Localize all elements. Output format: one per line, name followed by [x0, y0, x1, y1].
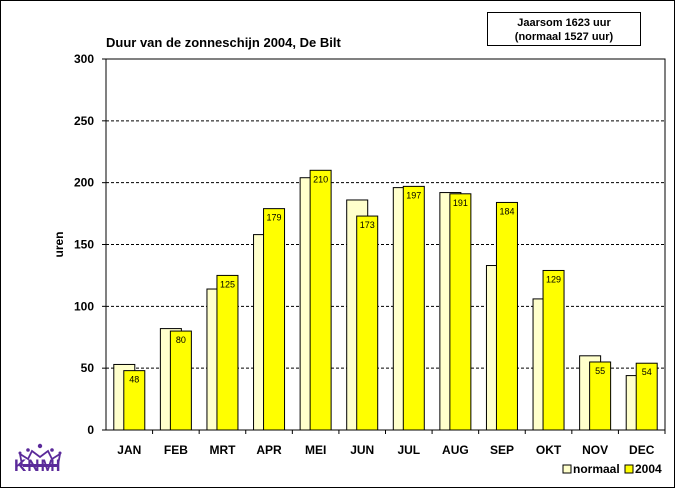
data-label-2004: 55	[595, 366, 605, 376]
data-label-2004: 54	[642, 367, 652, 377]
x-tick-label: JAN	[117, 443, 141, 457]
x-tick-label: NOV	[582, 443, 608, 457]
x-tick-label: MEI	[305, 443, 326, 457]
chart-title: Duur van de zonneschijn 2004, De Bilt	[106, 35, 341, 50]
y-tick-label: 200	[74, 176, 94, 190]
knmi-logo-text: KNMI	[14, 456, 62, 475]
data-label-2004: 191	[453, 198, 468, 208]
data-label-2004: 197	[406, 190, 421, 200]
bar-2004	[356, 215, 379, 431]
data-label-2004: 173	[360, 220, 375, 230]
x-tick-label: AUG	[442, 443, 469, 457]
normal-total-text: (normaal 1527 uur)	[514, 31, 614, 43]
bar-2004	[216, 274, 239, 431]
bar-2004	[169, 330, 192, 431]
bar-2004	[635, 362, 658, 431]
x-tick-label: MRT	[209, 443, 236, 457]
data-label-2004: 125	[220, 279, 235, 289]
crown-icon	[18, 443, 62, 467]
annual-summary-box: Jaarsom 1623 uur (normaal 1527 uur)	[487, 12, 641, 46]
legend-swatch-normaal	[562, 464, 572, 474]
bar-2004	[309, 169, 332, 431]
bar-2004	[542, 269, 565, 431]
bar-2004	[263, 208, 286, 431]
y-tick-label: 300	[74, 52, 94, 66]
y-tick-label: 150	[74, 238, 94, 252]
x-tick-label: SEP	[490, 443, 514, 457]
data-label-2004: 184	[499, 206, 514, 216]
bar-2004	[123, 370, 146, 431]
y-tick-label: 100	[74, 299, 94, 313]
data-label-2004: 129	[546, 274, 561, 284]
x-tick-label: JUL	[397, 443, 420, 457]
bar-2004	[449, 193, 472, 431]
x-tick-label: FEB	[164, 443, 188, 457]
data-label-2004: 210	[313, 174, 328, 184]
data-label-2004: 179	[267, 213, 282, 223]
bar-2004	[589, 361, 612, 431]
annual-total-text: Jaarsom 1623 uur	[517, 17, 611, 29]
data-label-2004: 80	[176, 335, 186, 345]
legend-label-2004: 2004	[635, 462, 662, 476]
x-tick-label: OKT	[536, 443, 562, 457]
x-tick-label: JUN	[350, 443, 374, 457]
legend-swatch-2004	[624, 464, 634, 474]
data-label-2004: 48	[129, 375, 139, 385]
x-tick-label: APR	[256, 443, 282, 457]
y-tick-label: 0	[87, 423, 94, 437]
y-axis-label: uren	[52, 231, 66, 257]
y-tick-label: 250	[74, 114, 94, 128]
bar-2004	[495, 201, 518, 431]
y-tick-label: 50	[81, 361, 95, 375]
bar-2004	[402, 185, 425, 431]
x-tick-label: DEC	[629, 443, 655, 457]
legend-label-normaal: normaal	[573, 462, 620, 476]
